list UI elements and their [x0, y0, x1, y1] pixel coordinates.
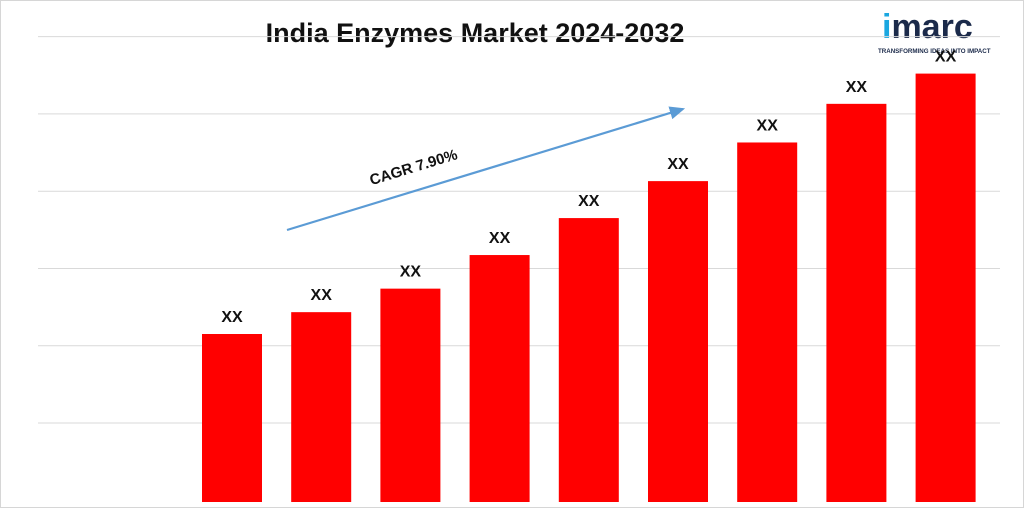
- bar: [648, 181, 708, 502]
- cagr-arrow: [286, 106, 686, 232]
- data-labels: XX XX XX XX XX XX XX XX XX: [221, 49, 956, 326]
- bars: [202, 73, 976, 503]
- bar: [915, 73, 976, 502]
- bar-value-label: XX: [311, 287, 333, 304]
- imarc-logo: imarc TRANSFORMING IDEAS INTO IMPACT: [876, 6, 991, 60]
- bar-value-label: XX: [757, 117, 779, 134]
- bar: [202, 334, 262, 502]
- logo-tagline: TRANSFORMING IDEAS INTO IMPACT: [878, 48, 991, 55]
- bar: [380, 288, 441, 502]
- bar-value-label: XX: [578, 193, 600, 210]
- bar: [826, 103, 887, 502]
- bar-value-label: XX: [400, 264, 422, 281]
- bar-value-label: XX: [489, 230, 511, 247]
- bar: [737, 142, 798, 503]
- cagr-label: CAGR 7.90%: [368, 146, 460, 189]
- cagr-annotation: CAGR 7.90%: [286, 106, 686, 232]
- bar-value-label: XX: [221, 309, 243, 326]
- bar-value-label: XX: [667, 156, 689, 173]
- bar-value-label: XX: [846, 79, 868, 96]
- bar: [469, 255, 530, 502]
- bar: [291, 312, 352, 502]
- chart-title: India Enzymes Market 2024-2032: [265, 18, 685, 48]
- logo-wordmark: imarc: [882, 8, 973, 46]
- bar-value-label: XX: [935, 49, 957, 66]
- bar: [558, 218, 619, 502]
